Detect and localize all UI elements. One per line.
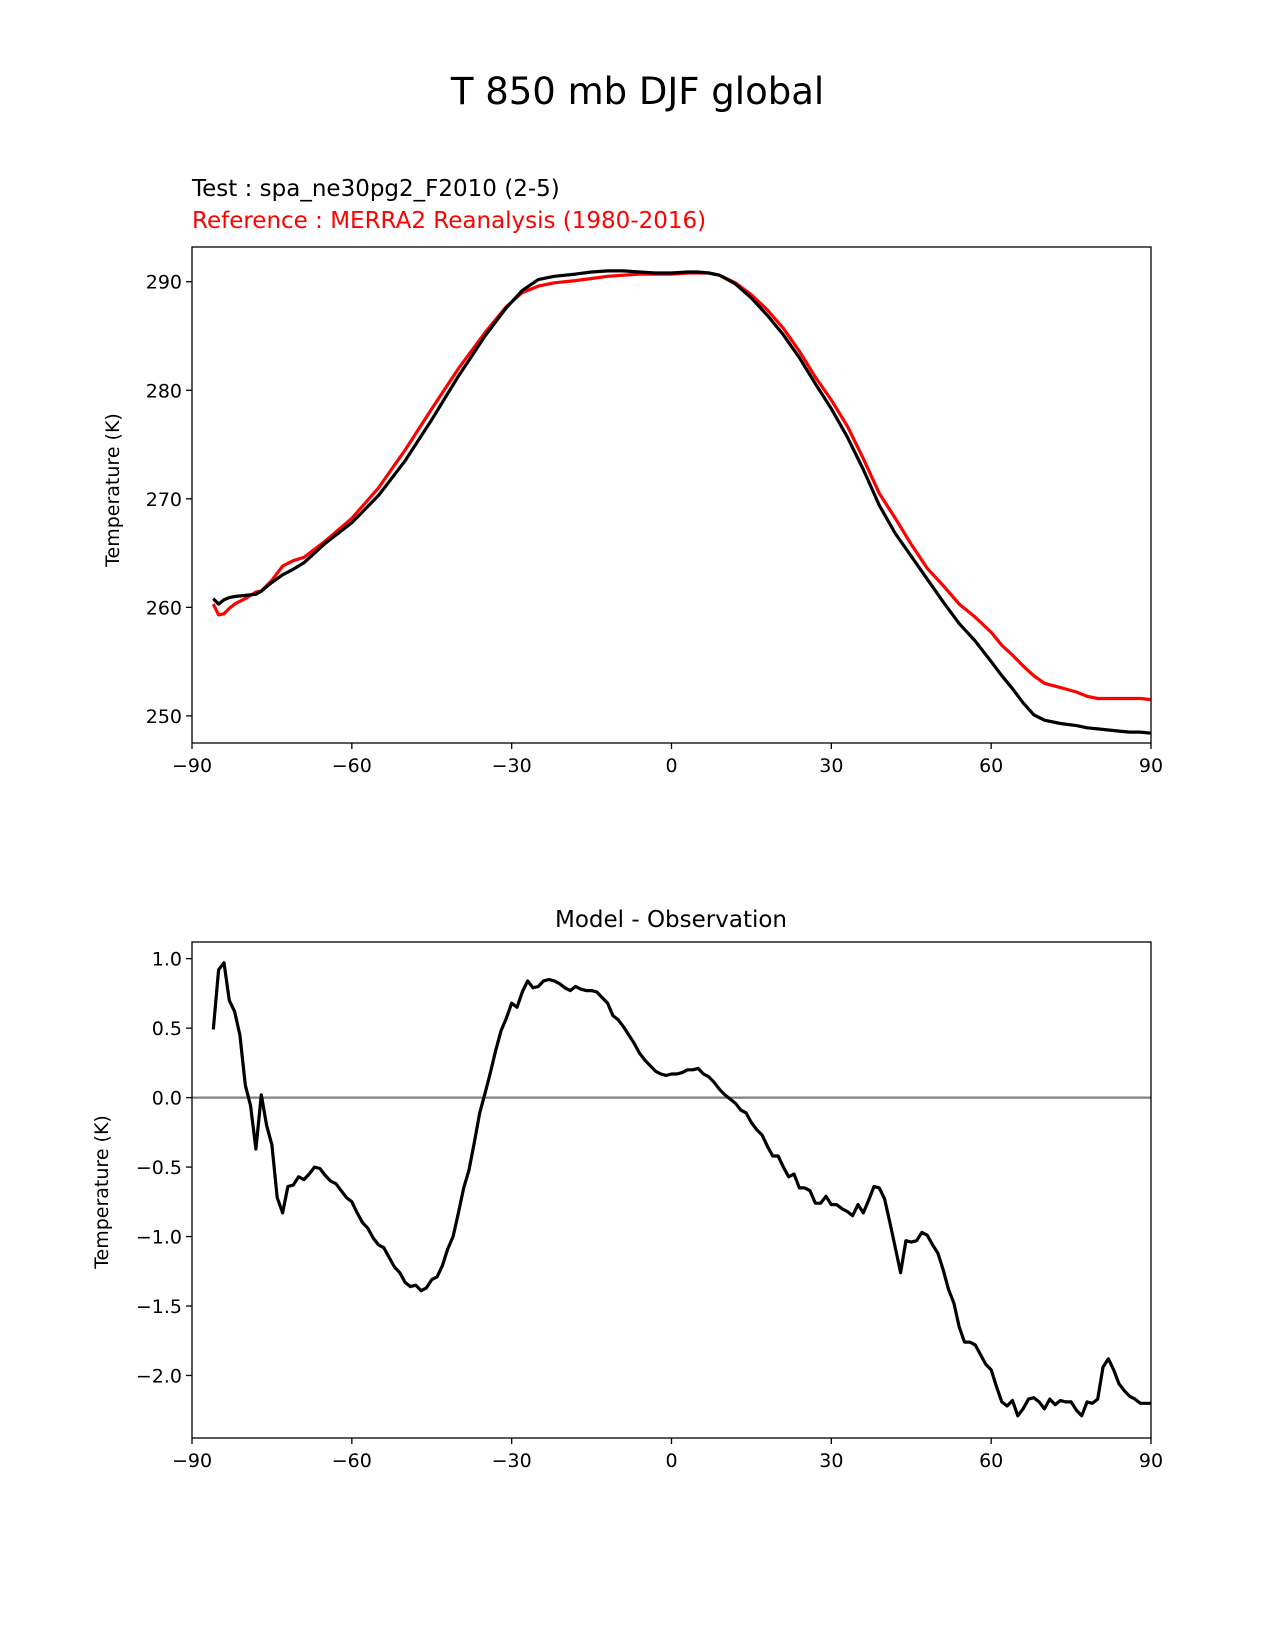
lower-plot-frame <box>191 941 1152 1439</box>
y-tick-label: 250 <box>146 706 182 728</box>
y-tick-label: −1.5 <box>136 1296 182 1318</box>
lower-panel: Model - Observation Temperature (K) −90−… <box>91 907 1163 1472</box>
upper-panel: Temperature (K) −90 −60 −30 0 30 60 90 2502602… <box>102 246 1163 777</box>
y-tick-label: 0.5 <box>152 1018 182 1040</box>
reference-series-line <box>211 271 1152 702</box>
y-tick-label: −0.5 <box>136 1157 182 1179</box>
x-tick-label: −30 <box>492 755 532 777</box>
difference-series-line <box>211 961 1151 1418</box>
lower-x-ticks: −90 −60 −30 0 30 60 90 <box>172 1438 1163 1472</box>
lower-panel-title: Model - Observation <box>555 907 787 933</box>
x-tick-label: −30 <box>492 1450 532 1472</box>
x-tick-label: 30 <box>819 1450 843 1472</box>
x-tick-label: 90 <box>1139 1450 1163 1472</box>
lower-series <box>211 961 1151 1418</box>
y-tick-label: 290 <box>146 272 182 294</box>
reference-label: Reference : MERRA2 Reanalysis (1980-2016… <box>192 208 707 234</box>
y-tick-label: 1.0 <box>152 949 182 971</box>
x-tick-label: −90 <box>172 755 212 777</box>
y-tick-label: 260 <box>146 597 182 619</box>
x-tick-label: 60 <box>979 755 1003 777</box>
y-tick-label: 270 <box>146 489 182 511</box>
x-tick-label: 90 <box>1139 755 1163 777</box>
lower-y-ticks: −2.0 −1.5 −1.0 −0.5 0.0 0.5 1.0 <box>136 949 192 1387</box>
figure-title: T 850 mb DJF global <box>450 70 825 113</box>
upper-series <box>211 269 1152 735</box>
test-run-label: Test : spa_ne30pg2_F2010 (2-5) <box>192 176 560 202</box>
x-tick-label: −90 <box>172 1450 212 1472</box>
upper-y-axis-label: Temperature (K) <box>102 413 124 568</box>
x-tick-label: 60 <box>979 1450 1003 1472</box>
y-tick-label: −2.0 <box>136 1365 182 1387</box>
x-tick-label: −60 <box>332 755 372 777</box>
y-tick-label: 0.0 <box>152 1088 182 1110</box>
upper-y-ticks: 250 260 270 280 290 <box>146 272 192 728</box>
x-tick-label: −60 <box>332 1450 372 1472</box>
x-tick-label: 0 <box>665 1450 677 1472</box>
x-tick-label: 0 <box>665 755 677 777</box>
y-tick-label: 280 <box>146 380 182 402</box>
lower-y-axis-label: Temperature (K) <box>91 1115 113 1270</box>
y-tick-label: −1.0 <box>136 1227 182 1249</box>
upper-plot-frame <box>191 246 1152 744</box>
upper-x-ticks: −90 −60 −30 0 30 60 90 <box>172 743 1163 777</box>
x-tick-label: 30 <box>819 755 843 777</box>
test-series-line <box>212 269 1152 735</box>
